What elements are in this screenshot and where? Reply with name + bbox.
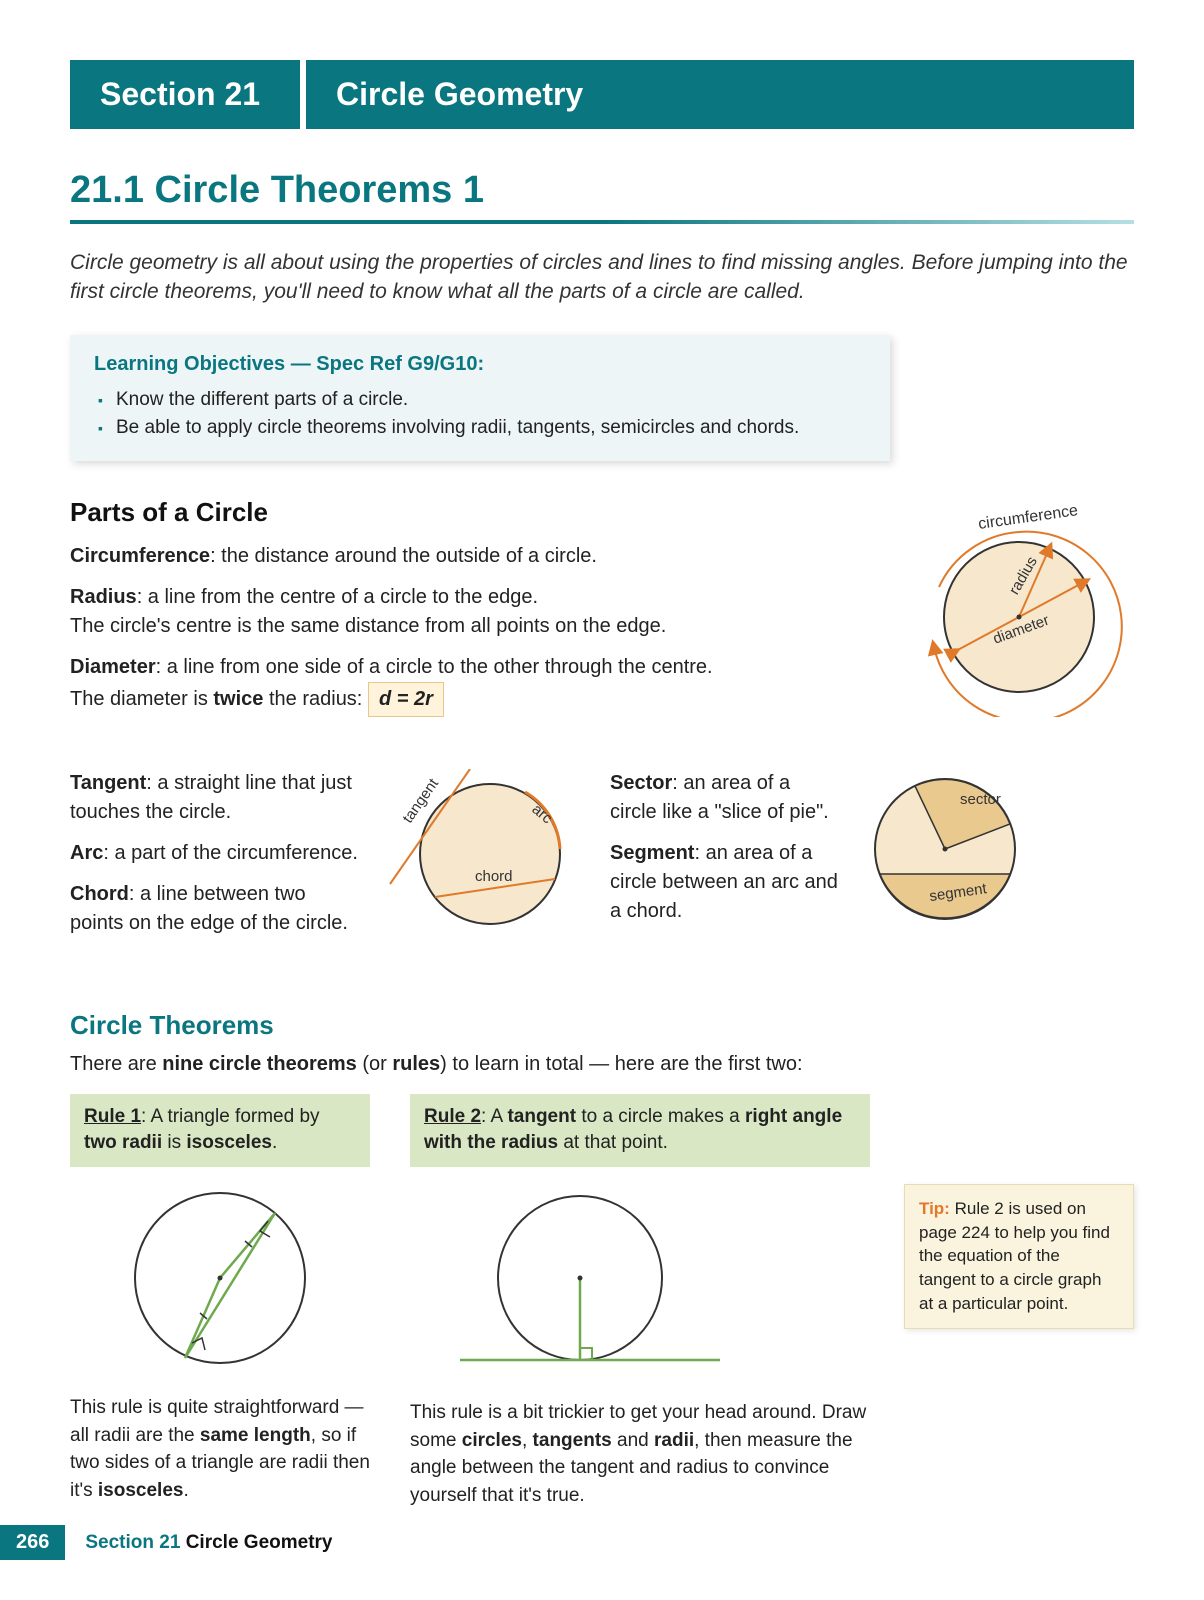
svg-text:chord: chord (475, 868, 513, 885)
def-chord: Chord: a line between two points on the … (70, 880, 360, 938)
learning-objectives-box: Learning Objectives — Spec Ref G9/G10: K… (70, 335, 890, 461)
section-number-box: Section 21 (70, 60, 300, 129)
def-sector: Sector: an area of a circle like a "slic… (610, 769, 840, 827)
chapter-title: 21.1 Circle Theorems 1 (70, 169, 1134, 212)
theorems-intro: There are nine circle theorems (or rules… (70, 1053, 1134, 1076)
def-arc: Arc: a part of the circumference. (70, 839, 360, 868)
lo-item: Know the different parts of a circle. (94, 386, 866, 415)
def-diameter: Diameter: a line from one side of a circ… (70, 653, 874, 717)
page-number: 266 (0, 1525, 65, 1560)
tip-box: Tip: Rule 2 is used on page 224 to help … (904, 1184, 1134, 1329)
section-title: Circle Geometry (336, 76, 583, 113)
def-segment: Segment: an area of a circle between an … (610, 839, 840, 926)
rule-2-desc: This rule is a bit trickier to get your … (410, 1399, 890, 1509)
section-number: Section 21 (100, 76, 260, 113)
svg-text:sector: sector (960, 791, 1001, 808)
rule-1-box: Rule 1: A triangle formed by two radii i… (70, 1094, 370, 1167)
circle-parts-diagram-2: tangent arc chord (380, 769, 580, 944)
footer-title: Circle Geometry (186, 1532, 333, 1553)
circle-parts-diagram-1: circumference radius diameter (904, 497, 1134, 729)
def-radius: Radius: a line from the centre of a circ… (70, 583, 874, 641)
rule-1-desc: This rule is quite straightforward — all… (70, 1394, 370, 1504)
lo-item: Be able to apply circle theorems involvi… (94, 414, 866, 443)
parts-heading: Parts of a Circle (70, 497, 874, 528)
theorems-heading: Circle Theorems (70, 1010, 1134, 1041)
def-circumference: Circumference: the distance around the o… (70, 542, 874, 571)
intro-text: Circle geometry is all about using the p… (70, 248, 1134, 307)
lo-title: Learning Objectives — Spec Ref G9/G10: (94, 353, 866, 376)
section-title-box: Circle Geometry (306, 60, 1134, 129)
section-header: Section 21 Circle Geometry (70, 60, 1134, 129)
footer-section: Section 21 (85, 1532, 180, 1553)
formula-box: d = 2r (368, 682, 444, 717)
circle-parts-diagram-3: sector segment (860, 769, 1030, 934)
rule-2-box: Rule 2: A tangent to a circle makes a ri… (410, 1094, 870, 1167)
rule-1-diagram (70, 1183, 370, 1378)
svg-text:circumference: circumference (977, 507, 1079, 533)
divider-rule (70, 220, 1134, 224)
def-tangent: Tangent: a straight line that just touch… (70, 769, 360, 827)
page-footer: 266 Section 21 Circle Geometry (0, 1525, 333, 1560)
